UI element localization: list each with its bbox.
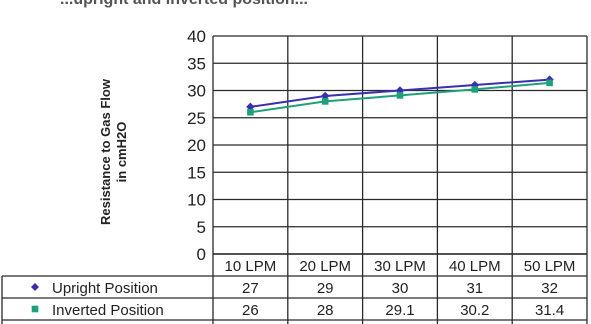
y-tick-label: 35 [187,54,206,73]
category-label: 30 LPM [374,258,426,275]
y-tick-label: 40 [187,27,206,46]
data-point [321,98,329,105]
y-tick-label: 30 [187,82,206,101]
y-tick-label: 10 [187,191,206,210]
data-point [396,92,404,99]
data-value-label: 32 [541,280,558,297]
data-point [546,79,553,87]
category-label: 50 LPM [524,258,576,275]
y-tick-label: 5 [197,218,206,237]
data-point [321,91,330,101]
legend-label: Inverted Position [52,302,164,319]
y-tick-labels: 0 5 10 15 20 25 30 35 40 [187,27,206,264]
data-point [471,86,479,93]
data-value-label: 27 [242,280,259,297]
data-value-label: 26 [242,302,259,319]
data-series [246,75,554,116]
data-value-label: 30 [392,280,409,297]
cropped-header-text: ...upright and inverted position... [60,0,308,9]
category-label: 10 LPM [225,258,277,275]
data-value-label: 29 [317,280,334,297]
legend-label: Upright Position [52,280,158,297]
data-table: 10 LPM 20 LPM 30 LPM 40 LPM 50 LPM Upright Po… [1,253,587,324]
y-tick-label: 15 [187,163,206,182]
y-tick-label: 25 [187,109,206,128]
legend-marker [31,283,39,291]
category-label: 20 LPM [299,258,351,275]
data-value-label: 31.4 [535,302,564,319]
data-value-label: 28 [317,302,334,319]
legend-marker [31,305,39,313]
data-value-label: 31 [466,280,483,297]
data-value-label: 29.1 [385,302,414,319]
y-tick-label: 20 [187,136,206,155]
data-point [247,109,254,116]
category-label: 40 LPM [449,258,501,275]
data-point [246,102,255,112]
y-tick-label: 0 [197,245,206,264]
data-value-label: 30.2 [460,302,489,319]
